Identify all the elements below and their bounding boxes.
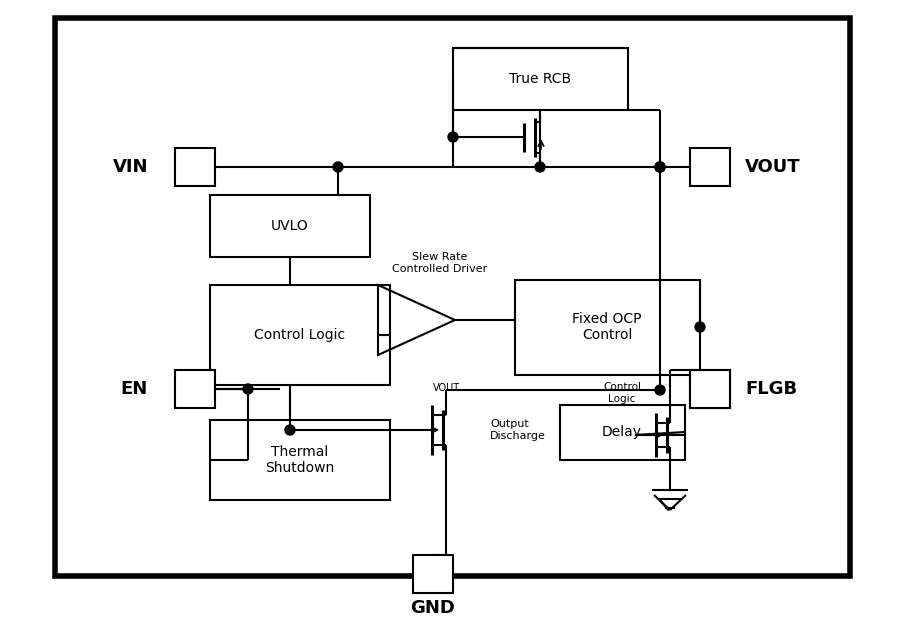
Text: EN: EN [121, 380, 148, 398]
Text: UVLO: UVLO [271, 219, 309, 233]
Circle shape [535, 162, 545, 172]
Text: Delay: Delay [602, 425, 642, 439]
Circle shape [655, 162, 665, 172]
Text: VOUT: VOUT [433, 383, 460, 393]
Circle shape [285, 425, 295, 435]
Bar [690, 370, 730, 408]
Circle shape [655, 162, 665, 172]
Bar [210, 195, 370, 257]
Circle shape [243, 384, 253, 394]
Bar [413, 555, 453, 593]
Text: GND: GND [411, 599, 455, 617]
Text: Control
Logic: Control Logic [603, 382, 641, 404]
Text: FLGB: FLGB [745, 380, 797, 398]
Bar [175, 148, 215, 186]
Bar [55, 18, 850, 576]
Bar [210, 285, 390, 385]
Circle shape [333, 162, 343, 172]
Text: Thermal
Shutdown: Thermal Shutdown [266, 445, 335, 475]
Bar [690, 370, 730, 408]
Text: Fixed OCP
Control: Fixed OCP Control [572, 312, 642, 342]
Bar [453, 48, 628, 110]
Text: VOUT: VOUT [745, 158, 801, 176]
Bar [690, 148, 730, 186]
Bar [515, 280, 700, 375]
Text: Slew Rate
Controlled Driver: Slew Rate Controlled Driver [393, 252, 488, 274]
Bar [560, 405, 685, 460]
Text: Control Logic: Control Logic [255, 328, 346, 342]
Bar [175, 370, 215, 408]
Text: VIN: VIN [112, 158, 148, 176]
Circle shape [448, 132, 458, 142]
Circle shape [655, 385, 665, 395]
Circle shape [695, 322, 705, 332]
Text: True RCB: True RCB [509, 72, 571, 86]
Text: Output
Discharge: Output Discharge [490, 419, 546, 441]
Bar [210, 420, 390, 500]
